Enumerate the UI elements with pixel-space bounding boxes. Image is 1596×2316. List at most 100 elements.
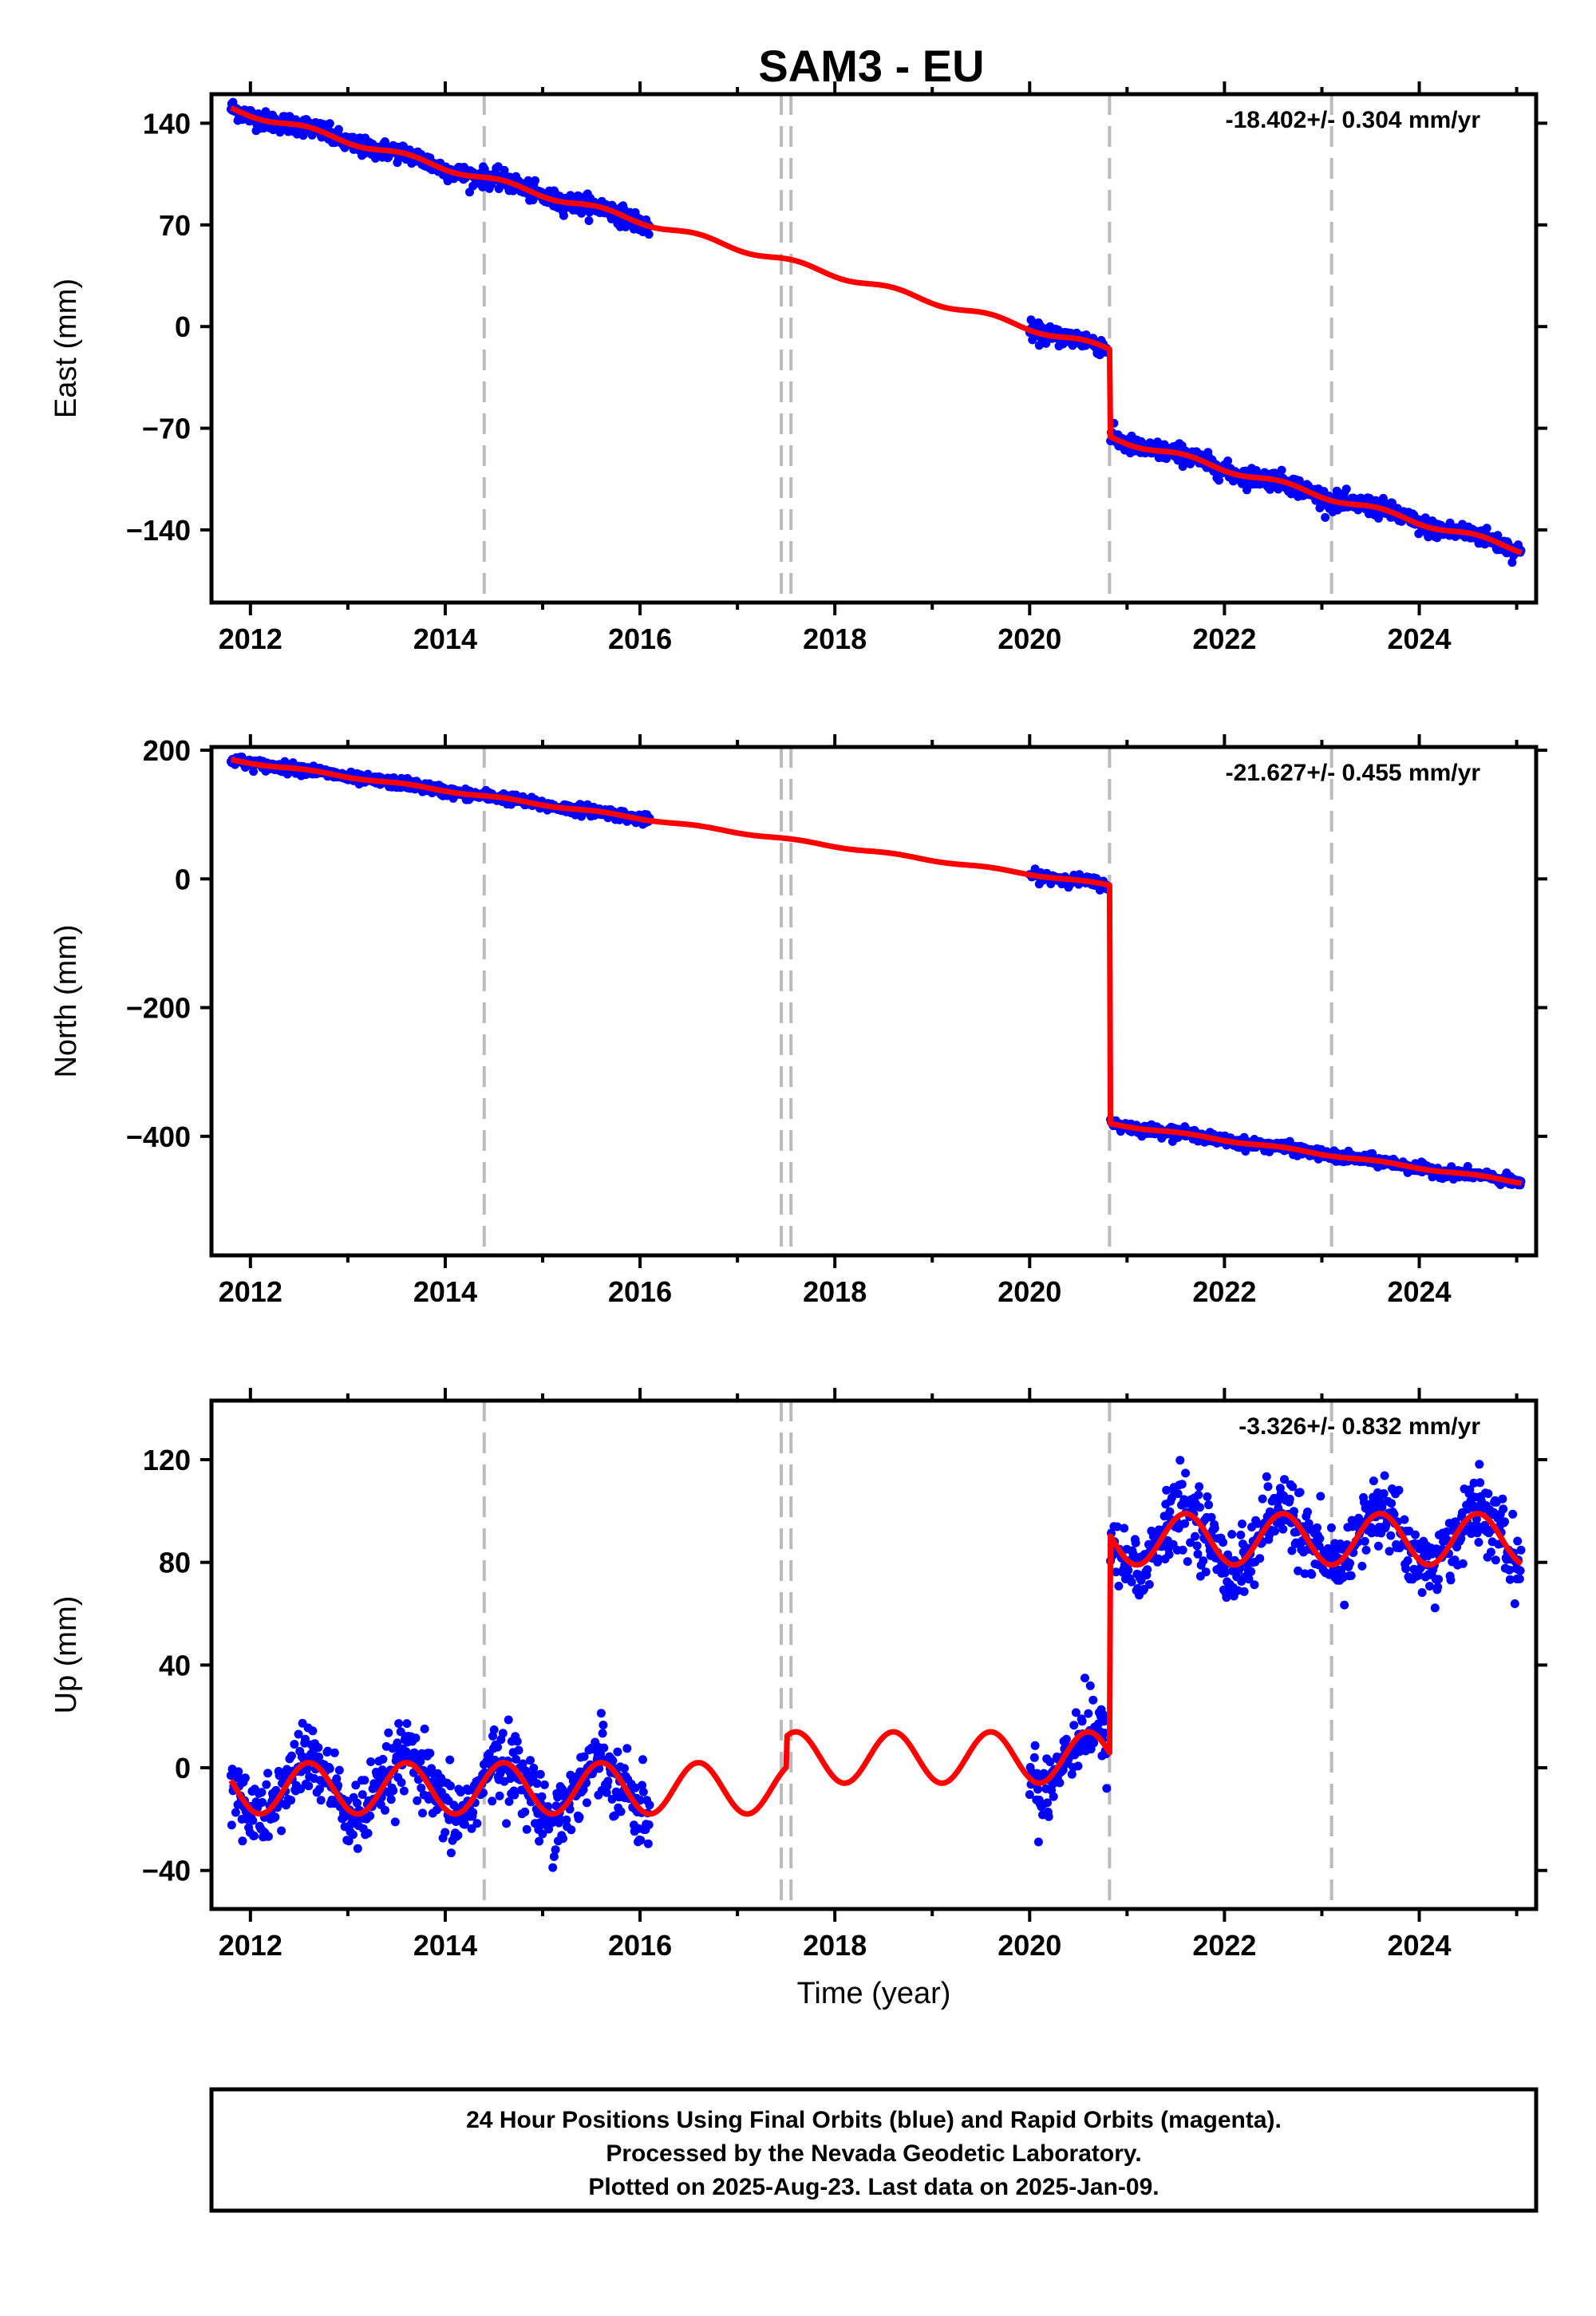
data-point (425, 1749, 435, 1758)
data-point (286, 1796, 296, 1805)
data-point (1417, 1588, 1427, 1597)
data-point (353, 1844, 362, 1853)
y-tick-label: 120 (143, 1444, 191, 1476)
data-point (446, 1848, 456, 1858)
data-point (1373, 1541, 1383, 1551)
data-point (262, 1780, 271, 1789)
data-point (1077, 1717, 1087, 1726)
data-point (1183, 1557, 1192, 1567)
data-point (1482, 524, 1491, 533)
rate-label: -3.326+/- 0.832 mm/yr (1238, 1413, 1480, 1440)
x-tick-label: 2012 (219, 1275, 282, 1308)
data-point (330, 1748, 339, 1757)
data-point (1181, 1468, 1191, 1478)
data-point (411, 1733, 421, 1743)
data-point (1486, 1547, 1495, 1557)
plot-frame (209, 92, 1539, 605)
x-tick-label: 2024 (1387, 1929, 1451, 1962)
panel-north: −400 −200 0 200 2012 2014 2016 2018 2020 2022 2024… (49, 734, 1547, 1308)
data-point (1307, 1570, 1317, 1579)
data-point (1430, 1603, 1440, 1613)
data-point (599, 1743, 609, 1753)
data-point (1515, 1566, 1525, 1575)
data-point (1127, 1577, 1136, 1587)
data-point (1379, 1489, 1389, 1498)
data-point (598, 1729, 607, 1738)
data-point (1175, 1456, 1185, 1465)
data-point (1508, 1509, 1518, 1519)
y-tick-label: 40 (159, 1649, 191, 1682)
data-point (290, 1740, 299, 1749)
data-point (1191, 1531, 1200, 1541)
data-point (1458, 1559, 1468, 1568)
data-point (644, 230, 654, 239)
data-point (1220, 1568, 1230, 1578)
data-point (1394, 1485, 1404, 1495)
data-point (257, 1788, 267, 1797)
data-point (1131, 1538, 1140, 1547)
data-point (1270, 468, 1279, 478)
data-point (1500, 1517, 1509, 1527)
y-tick-label: 0 (175, 863, 191, 895)
data-point (1263, 1482, 1273, 1492)
data-point (514, 1745, 523, 1755)
data-point (1164, 1550, 1174, 1559)
x-tick-label: 2012 (219, 622, 282, 655)
data-point (1387, 1499, 1396, 1508)
y-tick-label: −140 (126, 514, 191, 547)
data-point (531, 176, 539, 185)
data-point (271, 1812, 280, 1822)
data-point (314, 1743, 323, 1753)
data-point (1085, 1681, 1095, 1690)
y-axis-label: Up (mm) (49, 1596, 83, 1714)
data-point (390, 1817, 400, 1827)
data-point (360, 1776, 369, 1785)
data-point (638, 1755, 647, 1765)
data-point (1515, 1574, 1524, 1583)
x-tick-label: 2016 (608, 1275, 672, 1308)
data-point (532, 1779, 542, 1788)
x-tick-label: 2020 (998, 1275, 1061, 1308)
data-point (238, 1836, 247, 1846)
data-point (381, 137, 389, 146)
data-point (389, 1786, 398, 1796)
data-point (1386, 1531, 1396, 1540)
data-point (1400, 1515, 1409, 1524)
data-point (453, 1831, 463, 1840)
data-point (397, 1778, 406, 1787)
data-point (445, 1755, 455, 1765)
data-point (1388, 498, 1396, 508)
data-point (446, 1781, 455, 1791)
data-point (1315, 1534, 1325, 1543)
y-tick-label: 70 (159, 209, 191, 242)
data-point (418, 1808, 427, 1818)
data-point (644, 1820, 654, 1829)
data-point (402, 1719, 412, 1729)
data-point (1084, 1709, 1093, 1718)
data-point (1080, 1674, 1089, 1683)
data-point (1476, 1478, 1485, 1488)
data-point (1203, 1492, 1212, 1501)
x-tick-label: 2024 (1387, 622, 1451, 655)
y-tick-label: −70 (142, 413, 191, 445)
y-tick-label: 140 (143, 107, 191, 140)
data-point (413, 1796, 422, 1805)
data-point (1073, 1761, 1083, 1771)
data-point (1303, 1508, 1312, 1516)
data-point (1044, 1812, 1053, 1821)
data-point (1165, 1507, 1175, 1516)
x-tick-label: 2018 (803, 1929, 867, 1962)
data-point (1340, 1600, 1349, 1610)
data-point (584, 216, 594, 225)
data-point (1194, 1490, 1203, 1500)
data-point (1357, 1561, 1367, 1571)
x-tick-label: 2022 (1192, 622, 1256, 655)
data-point (548, 1863, 558, 1872)
x-tick-label: 2020 (998, 1929, 1061, 1962)
x-tick-label: 2016 (608, 1929, 672, 1962)
data-point (227, 1820, 236, 1830)
y-tick-label: 0 (175, 310, 191, 343)
data-point (551, 1845, 560, 1855)
data-point (1475, 1460, 1484, 1469)
data-point (304, 1781, 314, 1791)
